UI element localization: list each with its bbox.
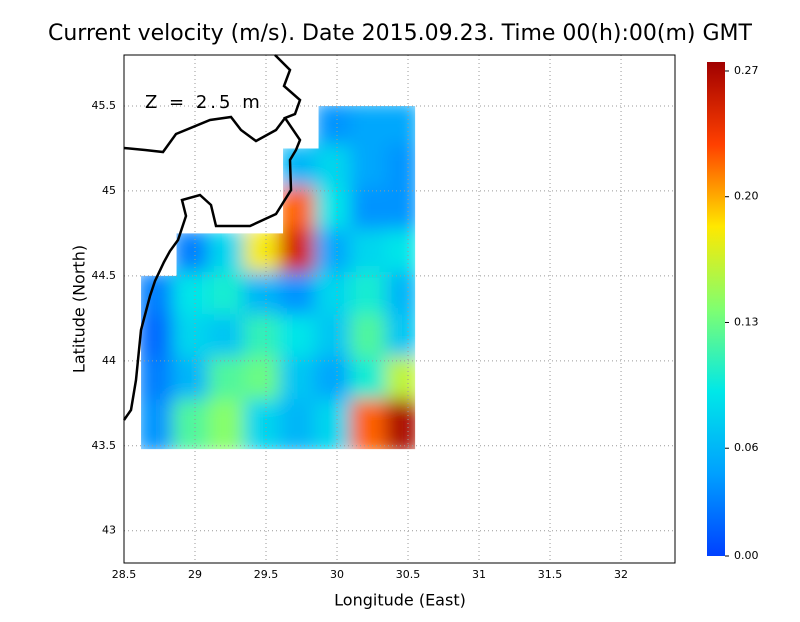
x-tick-label: 28.5 <box>112 568 137 581</box>
x-tick-label: 31 <box>472 568 486 581</box>
colorbar-tick-label: 0.20 <box>734 190 759 203</box>
x-tick-label: 29 <box>188 568 202 581</box>
colorbar-tick-label: 0.00 <box>734 549 759 562</box>
x-tick-label: 30.5 <box>396 568 421 581</box>
velocity-cell <box>385 356 416 408</box>
x-tick-label: 30 <box>330 568 344 581</box>
velocity-cell <box>385 144 416 195</box>
depth-label: Z = 2.5 m <box>145 92 263 113</box>
velocity-cell <box>385 314 416 365</box>
velocity-cell <box>385 229 416 280</box>
y-tick-label: 45.5 <box>92 99 117 112</box>
x-axis-label: Longitude (East) <box>334 591 466 610</box>
colorbar <box>707 62 725 556</box>
y-tick-label: 45 <box>102 184 116 197</box>
colorbar-tick-label: 0.06 <box>734 441 759 454</box>
y-tick-label: 43 <box>102 524 116 537</box>
y-axis-label: Latitude (North) <box>70 245 89 373</box>
x-tick-label: 31.5 <box>538 568 563 581</box>
velocity-cell <box>385 186 416 238</box>
y-tick-label: 44 <box>102 354 116 367</box>
y-tick-label: 43.5 <box>92 439 117 452</box>
velocity-cell <box>385 271 416 323</box>
x-tick-label: 32 <box>614 568 628 581</box>
chart-title: Current velocity (m/s). Date 2015.09.23.… <box>48 21 753 46</box>
velocity-field <box>141 105 416 450</box>
x-tick-label: 29.5 <box>254 568 279 581</box>
colorbar-tick-label: 0.13 <box>734 315 759 328</box>
velocity-cell <box>385 399 416 450</box>
coastline <box>122 54 302 421</box>
y-tick-label: 44.5 <box>92 269 117 282</box>
colorbar-tick-label: 0.27 <box>734 64 759 77</box>
coastline <box>123 115 286 154</box>
plot-frame <box>123 54 676 564</box>
